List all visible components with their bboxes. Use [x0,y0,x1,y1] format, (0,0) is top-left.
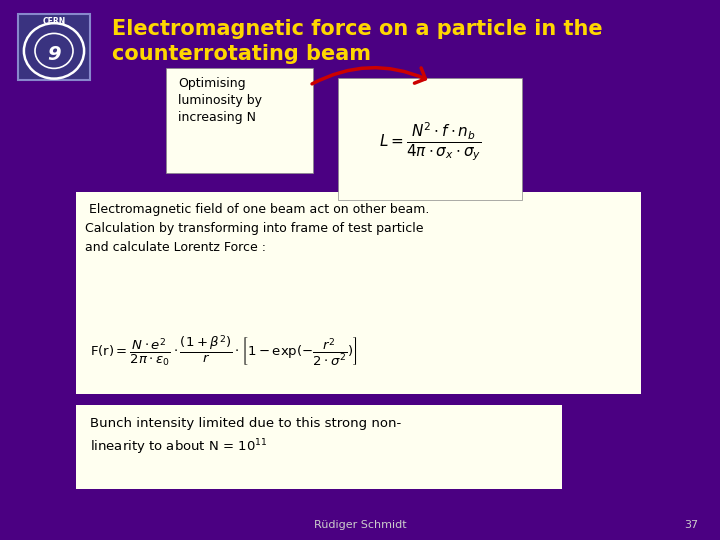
FancyBboxPatch shape [19,15,90,80]
Text: $\mathrm{F(r)} = \dfrac{N \cdot e^2}{2\pi \cdot \varepsilon_0} \cdot \dfrac{(1+\: $\mathrm{F(r)} = \dfrac{N \cdot e^2}{2\p… [90,334,357,368]
Text: Bunch intensity limited due to this strong non-
linearity to about N = 10$^{11}$: Bunch intensity limited due to this stro… [90,417,401,457]
FancyBboxPatch shape [338,78,522,200]
Text: CERN: CERN [42,17,66,26]
Text: Electromagnetic field of one beam act on other beam.
Calculation by transforming: Electromagnetic field of one beam act on… [85,203,429,254]
Text: Rüdiger Schmidt: Rüdiger Schmidt [314,520,406,530]
Text: Optimising
luminosity by
increasing N: Optimising luminosity by increasing N [178,77,262,124]
FancyBboxPatch shape [76,405,562,489]
Text: $L = \dfrac{N^2 \cdot f \cdot n_b}{4\pi \cdot \sigma_x \cdot \sigma_y}$: $L = \dfrac{N^2 \cdot f \cdot n_b}{4\pi … [379,120,482,163]
Text: Electromagnetic force on a particle in the
counterrotating beam: Electromagnetic force on a particle in t… [112,19,602,64]
FancyBboxPatch shape [166,68,313,173]
FancyBboxPatch shape [76,192,641,394]
FancyArrowPatch shape [312,68,426,84]
Text: 9: 9 [48,45,60,64]
Text: 37: 37 [684,520,698,530]
